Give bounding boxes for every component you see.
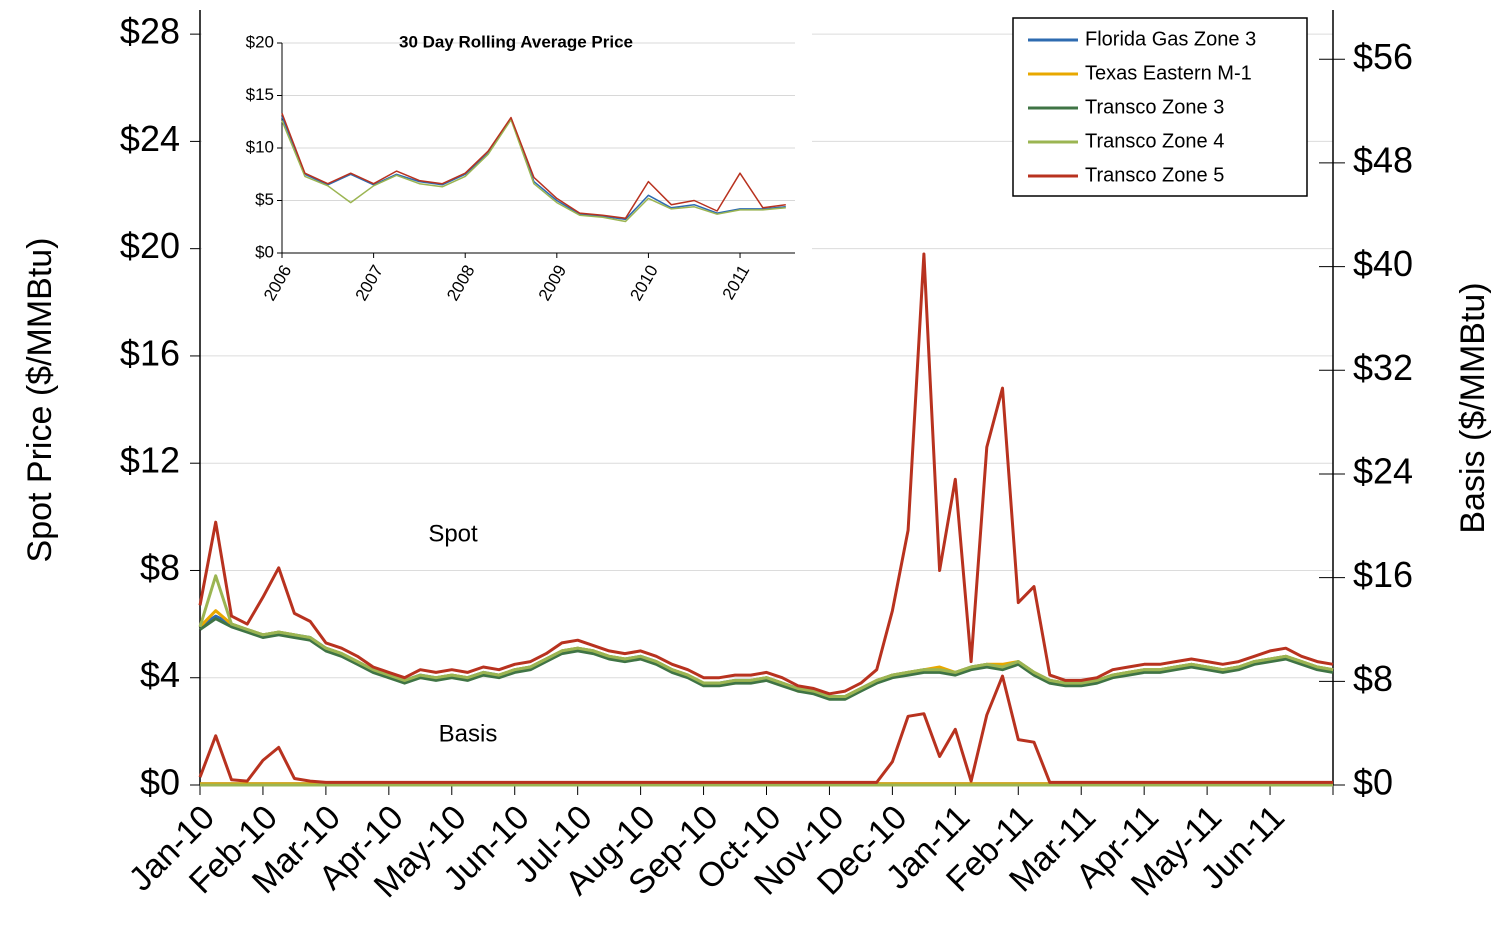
series-line xyxy=(281,113,786,220)
y2-tick-label: $16 xyxy=(1353,554,1413,595)
y-tick-label: $20 xyxy=(120,225,180,266)
y-tick-label: $28 xyxy=(120,11,180,52)
y2-tick-label: $40 xyxy=(1353,243,1413,284)
y2-tick-label: $0 xyxy=(1353,762,1393,803)
y-tick-label: $20 xyxy=(246,32,274,51)
y2-tick-label: $56 xyxy=(1353,36,1413,77)
y-tick-label: $4 xyxy=(140,654,180,695)
legend-label: Transco Zone 4 xyxy=(1085,130,1224,152)
y-tick-label: $5 xyxy=(255,190,274,209)
series-line xyxy=(198,574,1334,698)
series-line xyxy=(281,118,786,223)
legend-label: Transco Zone 3 xyxy=(1085,96,1224,118)
y-tick-label: $8 xyxy=(140,547,180,588)
series-line xyxy=(198,674,1333,784)
y-tick-label: $12 xyxy=(120,440,180,481)
annotation: Basis xyxy=(439,720,498,747)
y2-tick-label: $24 xyxy=(1353,450,1413,491)
legend-label: Transco Zone 5 xyxy=(1085,164,1224,186)
inset-background xyxy=(202,12,812,342)
y2-tick-label: $48 xyxy=(1353,139,1413,180)
series-line xyxy=(199,617,1334,701)
y-tick-label: $16 xyxy=(120,332,180,373)
annotation: Spot xyxy=(428,520,478,547)
inset-title: 30 Day Rolling Average Price xyxy=(399,32,633,51)
y2-axis-label: Basis ($/MMBtu) xyxy=(1454,282,1492,533)
y-tick-label: $0 xyxy=(140,762,180,803)
y-tick-label: $24 xyxy=(120,118,180,159)
y2-tick-label: $8 xyxy=(1353,658,1393,699)
legend-label: Florida Gas Zone 3 xyxy=(1085,28,1256,50)
series-line xyxy=(198,252,1334,696)
legend-label: Texas Eastern M-1 xyxy=(1085,62,1252,84)
y-tick-label: $10 xyxy=(246,137,274,156)
y-axis-label: Spot Price ($/MMBtu) xyxy=(21,238,59,563)
y-tick-label: $15 xyxy=(246,85,274,104)
y-tick-label: $0 xyxy=(255,242,274,261)
y2-tick-label: $32 xyxy=(1353,347,1413,388)
